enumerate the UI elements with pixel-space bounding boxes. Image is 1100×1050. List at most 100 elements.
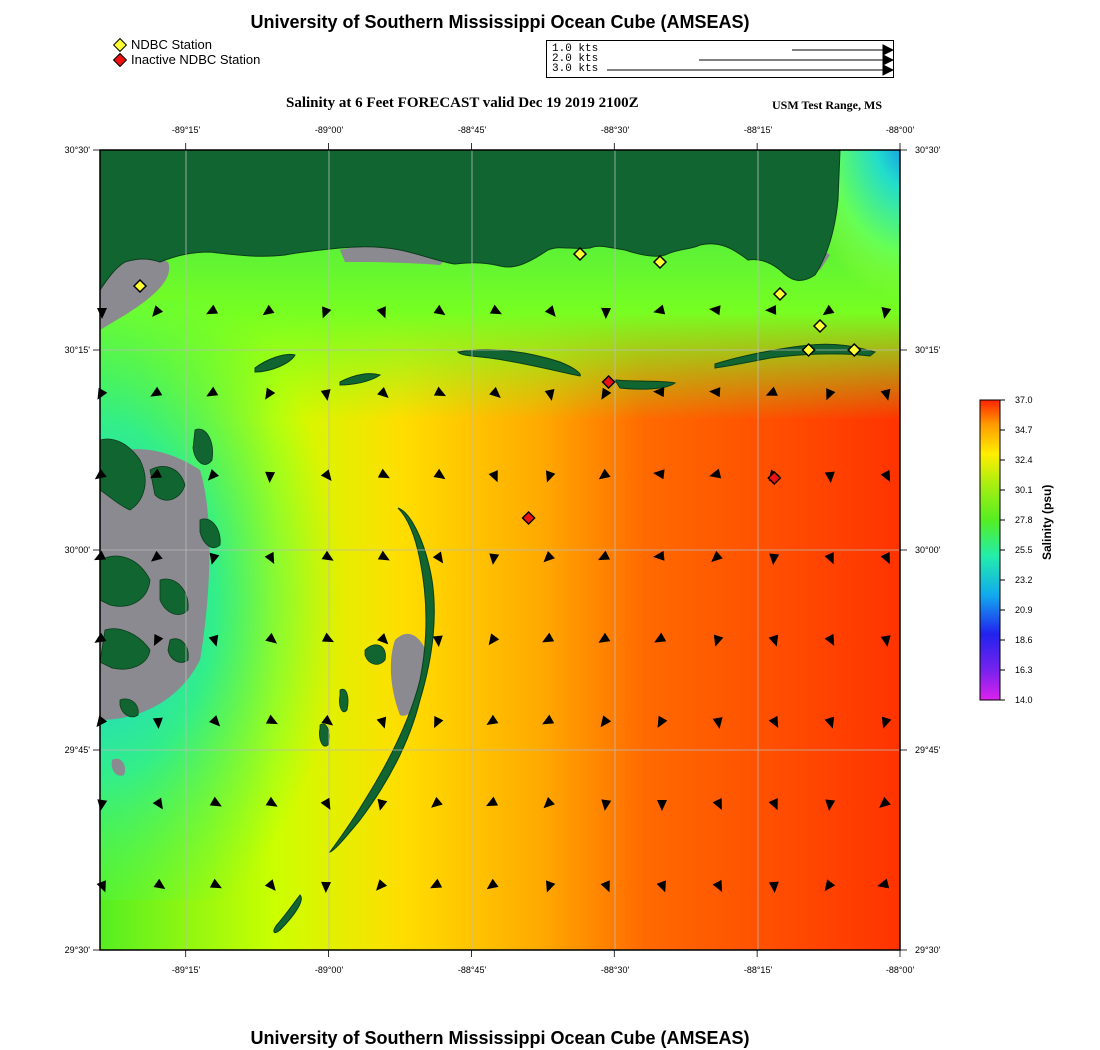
- colorbar-tick-label: 18.6: [1015, 635, 1033, 645]
- mainland: [100, 150, 841, 291]
- current-vector-arrow: [321, 881, 332, 893]
- current-vector-arrow: [657, 715, 668, 728]
- active-ndbc-station-marker: [812, 318, 828, 334]
- latitude-labels: 30°30' 30°15' 30°00' 29°45' 29°30' 30°30…: [65, 145, 941, 955]
- current-vector-arrow: [653, 387, 665, 398]
- lon-bottom-label: -89°15': [172, 965, 201, 975]
- current-vector-arrow: [150, 386, 163, 397]
- map-field: [100, 150, 900, 950]
- current-vector-arrow: [265, 796, 278, 807]
- current-vector-arrow: [713, 634, 724, 647]
- scale-label-2kt: 2.0 kts: [552, 53, 599, 65]
- current-vector-arrow: [769, 553, 780, 565]
- range-label: USM Test Range, MS: [772, 98, 883, 112]
- scale-label-1kt: 1.0 kts: [552, 43, 599, 55]
- lon-bottom-label: -88°00': [886, 965, 915, 975]
- scale-arrows: [607, 44, 895, 76]
- current-vector-arrow: [433, 304, 446, 316]
- current-vector-arrow: [209, 552, 220, 565]
- current-vector-arrow: [768, 634, 779, 647]
- current-vector-arrow: [768, 881, 779, 893]
- current-vector-arrow: [653, 304, 666, 315]
- current-vector-arrow: [600, 715, 612, 728]
- inactive-ndbc-station-marker: [767, 470, 782, 486]
- current-vector-arrow: [96, 880, 106, 893]
- current-vector-arrow: [880, 635, 891, 647]
- current-vector-arrow: [709, 468, 722, 479]
- current-vector-arrow: [322, 306, 332, 319]
- legend-inactive-station: Inactive NDBC Station: [112, 52, 260, 67]
- lon-top-label: -88°15': [744, 125, 773, 135]
- current-vector-arrow: [765, 386, 778, 396]
- colorbar-tick-label: 32.4: [1015, 455, 1033, 465]
- lon-bottom-label: -88°45': [458, 965, 487, 975]
- current-vector-arrow: [877, 878, 890, 889]
- current-vector-arrow: [265, 632, 278, 644]
- current-vector-arrow: [377, 386, 389, 399]
- current-vectors: [93, 304, 892, 893]
- current-vector-arrow: [432, 551, 444, 564]
- current-vector-arrow: [320, 469, 332, 482]
- footer-title: University of Southern Mississippi Ocean…: [250, 1028, 750, 1048]
- lat-left-label: 30°15': [65, 345, 91, 355]
- lon-bottom-label: -88°15': [744, 965, 773, 975]
- current-vector-arrow: [432, 635, 443, 647]
- current-vector-arrow: [657, 799, 668, 811]
- current-vector-arrow: [542, 632, 555, 643]
- current-vector-arrow: [209, 796, 222, 807]
- current-vector-arrow: [489, 304, 502, 315]
- map-gridlines: [100, 150, 900, 950]
- current-vector-arrow: [321, 714, 334, 726]
- lon-bottom-label: -88°30': [601, 965, 630, 975]
- scale-arrowhead-1kt: [882, 44, 895, 56]
- current-vector-arrow: [206, 304, 219, 315]
- current-vector-arrow: [430, 878, 443, 889]
- current-vector-arrow: [654, 632, 667, 643]
- current-vector-arrow: [880, 388, 891, 401]
- current-vector-arrow: [601, 387, 612, 400]
- current-vector-arrow: [265, 714, 278, 725]
- current-vector-arrow: [153, 878, 166, 890]
- petit-bois-island: [614, 379, 677, 390]
- lat-left-label: 29°30': [65, 945, 91, 955]
- lat-left-label: 30°00': [65, 545, 91, 555]
- current-vector-arrow: [597, 550, 611, 561]
- colorbar-gradient: [979, 399, 1001, 701]
- station-markers: [132, 246, 862, 526]
- current-vector-arrow: [376, 306, 386, 319]
- current-vector-arrow: [544, 305, 556, 317]
- lat-right-label: 29°30': [915, 945, 941, 955]
- current-vector-arrow: [150, 468, 163, 479]
- current-vector-arrow: [431, 796, 443, 808]
- lat-right-label: 30°30': [915, 145, 941, 155]
- current-vector-arrow: [825, 799, 836, 811]
- current-vector-arrow: [598, 632, 611, 643]
- current-vector-arrow: [377, 798, 388, 811]
- current-vector-arrow: [653, 469, 665, 480]
- lon-top-label: -89°15': [172, 125, 201, 135]
- scale-label-3kt: 3.0 kts: [552, 63, 599, 75]
- active-ndbc-station-marker: [801, 342, 816, 358]
- western-marsh-islands: [100, 428, 386, 747]
- current-vector-arrow: [486, 714, 499, 725]
- colorbar-tick-label: 27.8: [1015, 515, 1033, 525]
- lon-top-label: -88°45': [458, 125, 487, 135]
- current-vector-arrow: [377, 550, 390, 561]
- active-ndbc-station-marker: [132, 278, 148, 294]
- current-vector-arrow: [320, 797, 331, 810]
- lat-right-label: 30°15': [915, 345, 941, 355]
- current-vector-arrow: [152, 797, 163, 810]
- current-vector-arrow: [543, 797, 555, 809]
- current-vector-arrow: [709, 387, 721, 398]
- current-vector-arrow: [488, 470, 498, 483]
- colorbar-tick-label: 34.7: [1015, 425, 1033, 435]
- current-vector-arrow: [433, 468, 446, 480]
- current-vector-arrow: [485, 796, 499, 807]
- lat-right-label: 29°45': [915, 745, 941, 755]
- current-vector-arrow: [881, 716, 892, 729]
- current-vector-arrow: [824, 552, 834, 565]
- current-vector-arrow: [208, 634, 219, 647]
- current-vector-arrow: [601, 307, 612, 319]
- current-vector-arrow: [543, 551, 555, 563]
